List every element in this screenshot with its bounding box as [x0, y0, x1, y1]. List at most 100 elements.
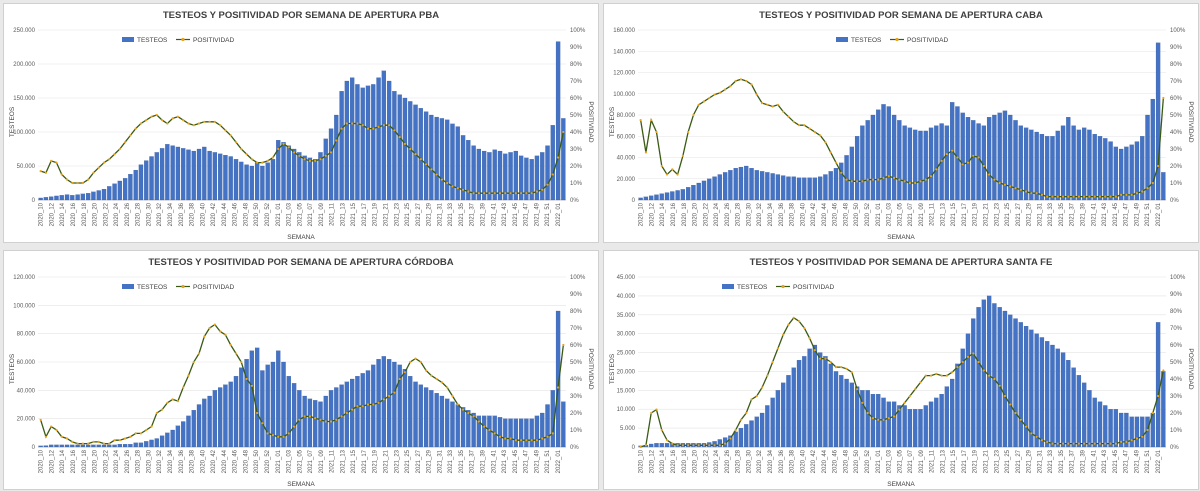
point-positividad: [676, 444, 679, 447]
x-tick-label: 2020_46: [833, 202, 839, 226]
bar-testeos: [423, 387, 429, 448]
point-positividad: [39, 418, 42, 421]
y-tick-label: 100.000: [613, 92, 635, 98]
point-positividad: [356, 405, 359, 408]
legend: TESTEOS POSITIVIDAD: [122, 284, 234, 291]
y2-tick-label: 90%: [1170, 292, 1183, 298]
point-positividad: [261, 422, 264, 425]
point-positividad: [271, 434, 275, 437]
point-positividad: [308, 415, 312, 418]
x-tick-label: 2021_51: [545, 449, 551, 473]
bar-testeos: [191, 150, 196, 201]
bar-testeos: [923, 130, 928, 201]
bar-testeos: [49, 444, 54, 448]
point-positividad: [734, 428, 737, 432]
point-positividad: [676, 173, 679, 176]
bar-testeos: [918, 130, 923, 201]
point-positividad: [345, 122, 348, 125]
bar-testeos: [749, 420, 754, 448]
bar-testeos: [1055, 348, 1060, 448]
x-tick-label: 2020_52: [265, 449, 271, 473]
point-positividad: [134, 127, 137, 130]
bar-testeos: [1087, 390, 1092, 448]
point-positividad: [166, 122, 169, 125]
bar-testeos: [928, 127, 934, 201]
point-positividad: [39, 170, 42, 173]
point-positividad: [467, 190, 470, 193]
point-positividad: [681, 154, 684, 157]
point-positividad: [845, 178, 848, 181]
x-tick-label: 2020_22: [103, 449, 109, 473]
bar-testeos: [1129, 144, 1134, 201]
point-positividad: [483, 192, 486, 195]
x-tick-label: 2021_11: [330, 449, 336, 473]
point-positividad: [1014, 187, 1017, 190]
bar-testeos: [796, 360, 802, 448]
x-tick-label: 2020_20: [93, 449, 99, 473]
point-positividad: [692, 113, 695, 117]
bar-testeos: [223, 384, 228, 448]
point-positividad: [335, 139, 338, 142]
point-positividad: [514, 439, 517, 442]
point-positividad: [877, 178, 880, 181]
point-positividad: [718, 91, 721, 94]
bar-testeos: [38, 197, 43, 201]
x-tick-label: 2020_14: [660, 202, 666, 226]
bar-testeos: [1155, 42, 1161, 201]
point-positividad: [919, 381, 922, 384]
x-tick-label: 2021_41: [491, 449, 497, 473]
x-tick-label: 2020_20: [93, 202, 99, 226]
x-tick-label: 2020_46: [233, 202, 239, 226]
bar-testeos: [733, 168, 738, 201]
bar-testeos: [775, 174, 781, 201]
bar-testeos: [1129, 416, 1134, 448]
point-positividad: [887, 175, 890, 178]
x-tick-label: 2020_44: [222, 202, 228, 226]
x-axis-label: SEMANA: [887, 234, 915, 241]
bar-testeos: [1023, 326, 1029, 448]
y-tick-label: 25.000: [617, 351, 636, 357]
bar-testeos: [471, 412, 476, 448]
point-positividad: [966, 355, 970, 358]
bar-testeos: [897, 120, 902, 201]
x-tick-label: 2020_30: [746, 202, 752, 226]
x-tick-label: 2020_38: [190, 202, 196, 226]
y-tick-label: 40.000: [617, 156, 636, 162]
point-positividad: [829, 151, 832, 154]
x-tick-label: 2020_36: [779, 449, 785, 473]
bar-testeos: [281, 142, 286, 201]
y2-axis-label: POSITIVIDAD: [587, 348, 594, 389]
point-positividad: [187, 122, 190, 125]
point-positividad: [124, 437, 127, 440]
point-positividad: [702, 100, 706, 103]
bar-testeos: [907, 409, 913, 448]
bar-testeos: [1161, 172, 1166, 201]
x-tick-label: 2020_10: [639, 449, 645, 473]
bar-testeos: [686, 187, 691, 201]
bar-testeos: [413, 381, 418, 448]
x-tick-label: 2021_31: [1037, 202, 1043, 226]
x-tick-label: 2021_33: [448, 449, 454, 473]
bar-testeos: [466, 410, 471, 448]
bar-testeos: [138, 442, 144, 448]
bar-testeos: [1055, 130, 1060, 201]
x-tick-label: 2021_45: [513, 449, 519, 473]
bar-testeos: [1155, 322, 1161, 448]
x-tick-label: 2020_52: [865, 202, 871, 226]
y-tick-label: 120.000: [13, 275, 35, 281]
bar-testeos: [870, 394, 876, 448]
y2-tick-label: 50%: [570, 360, 583, 366]
bar-testeos: [318, 152, 323, 201]
x-tick-label: 2021_45: [1113, 202, 1119, 226]
y2-tick-label: 80%: [570, 62, 583, 68]
point-positividad: [850, 180, 853, 183]
x-tick-label: 2020_18: [82, 449, 88, 473]
bar-testeos: [1050, 136, 1055, 201]
point-positividad: [71, 181, 74, 185]
point-positividad: [551, 432, 554, 435]
bar-testeos: [144, 441, 149, 448]
point-positividad: [1120, 440, 1123, 443]
x-tick-label: 2020_34: [168, 202, 174, 226]
bar-testeos: [212, 390, 218, 448]
point-positividad: [871, 178, 875, 181]
